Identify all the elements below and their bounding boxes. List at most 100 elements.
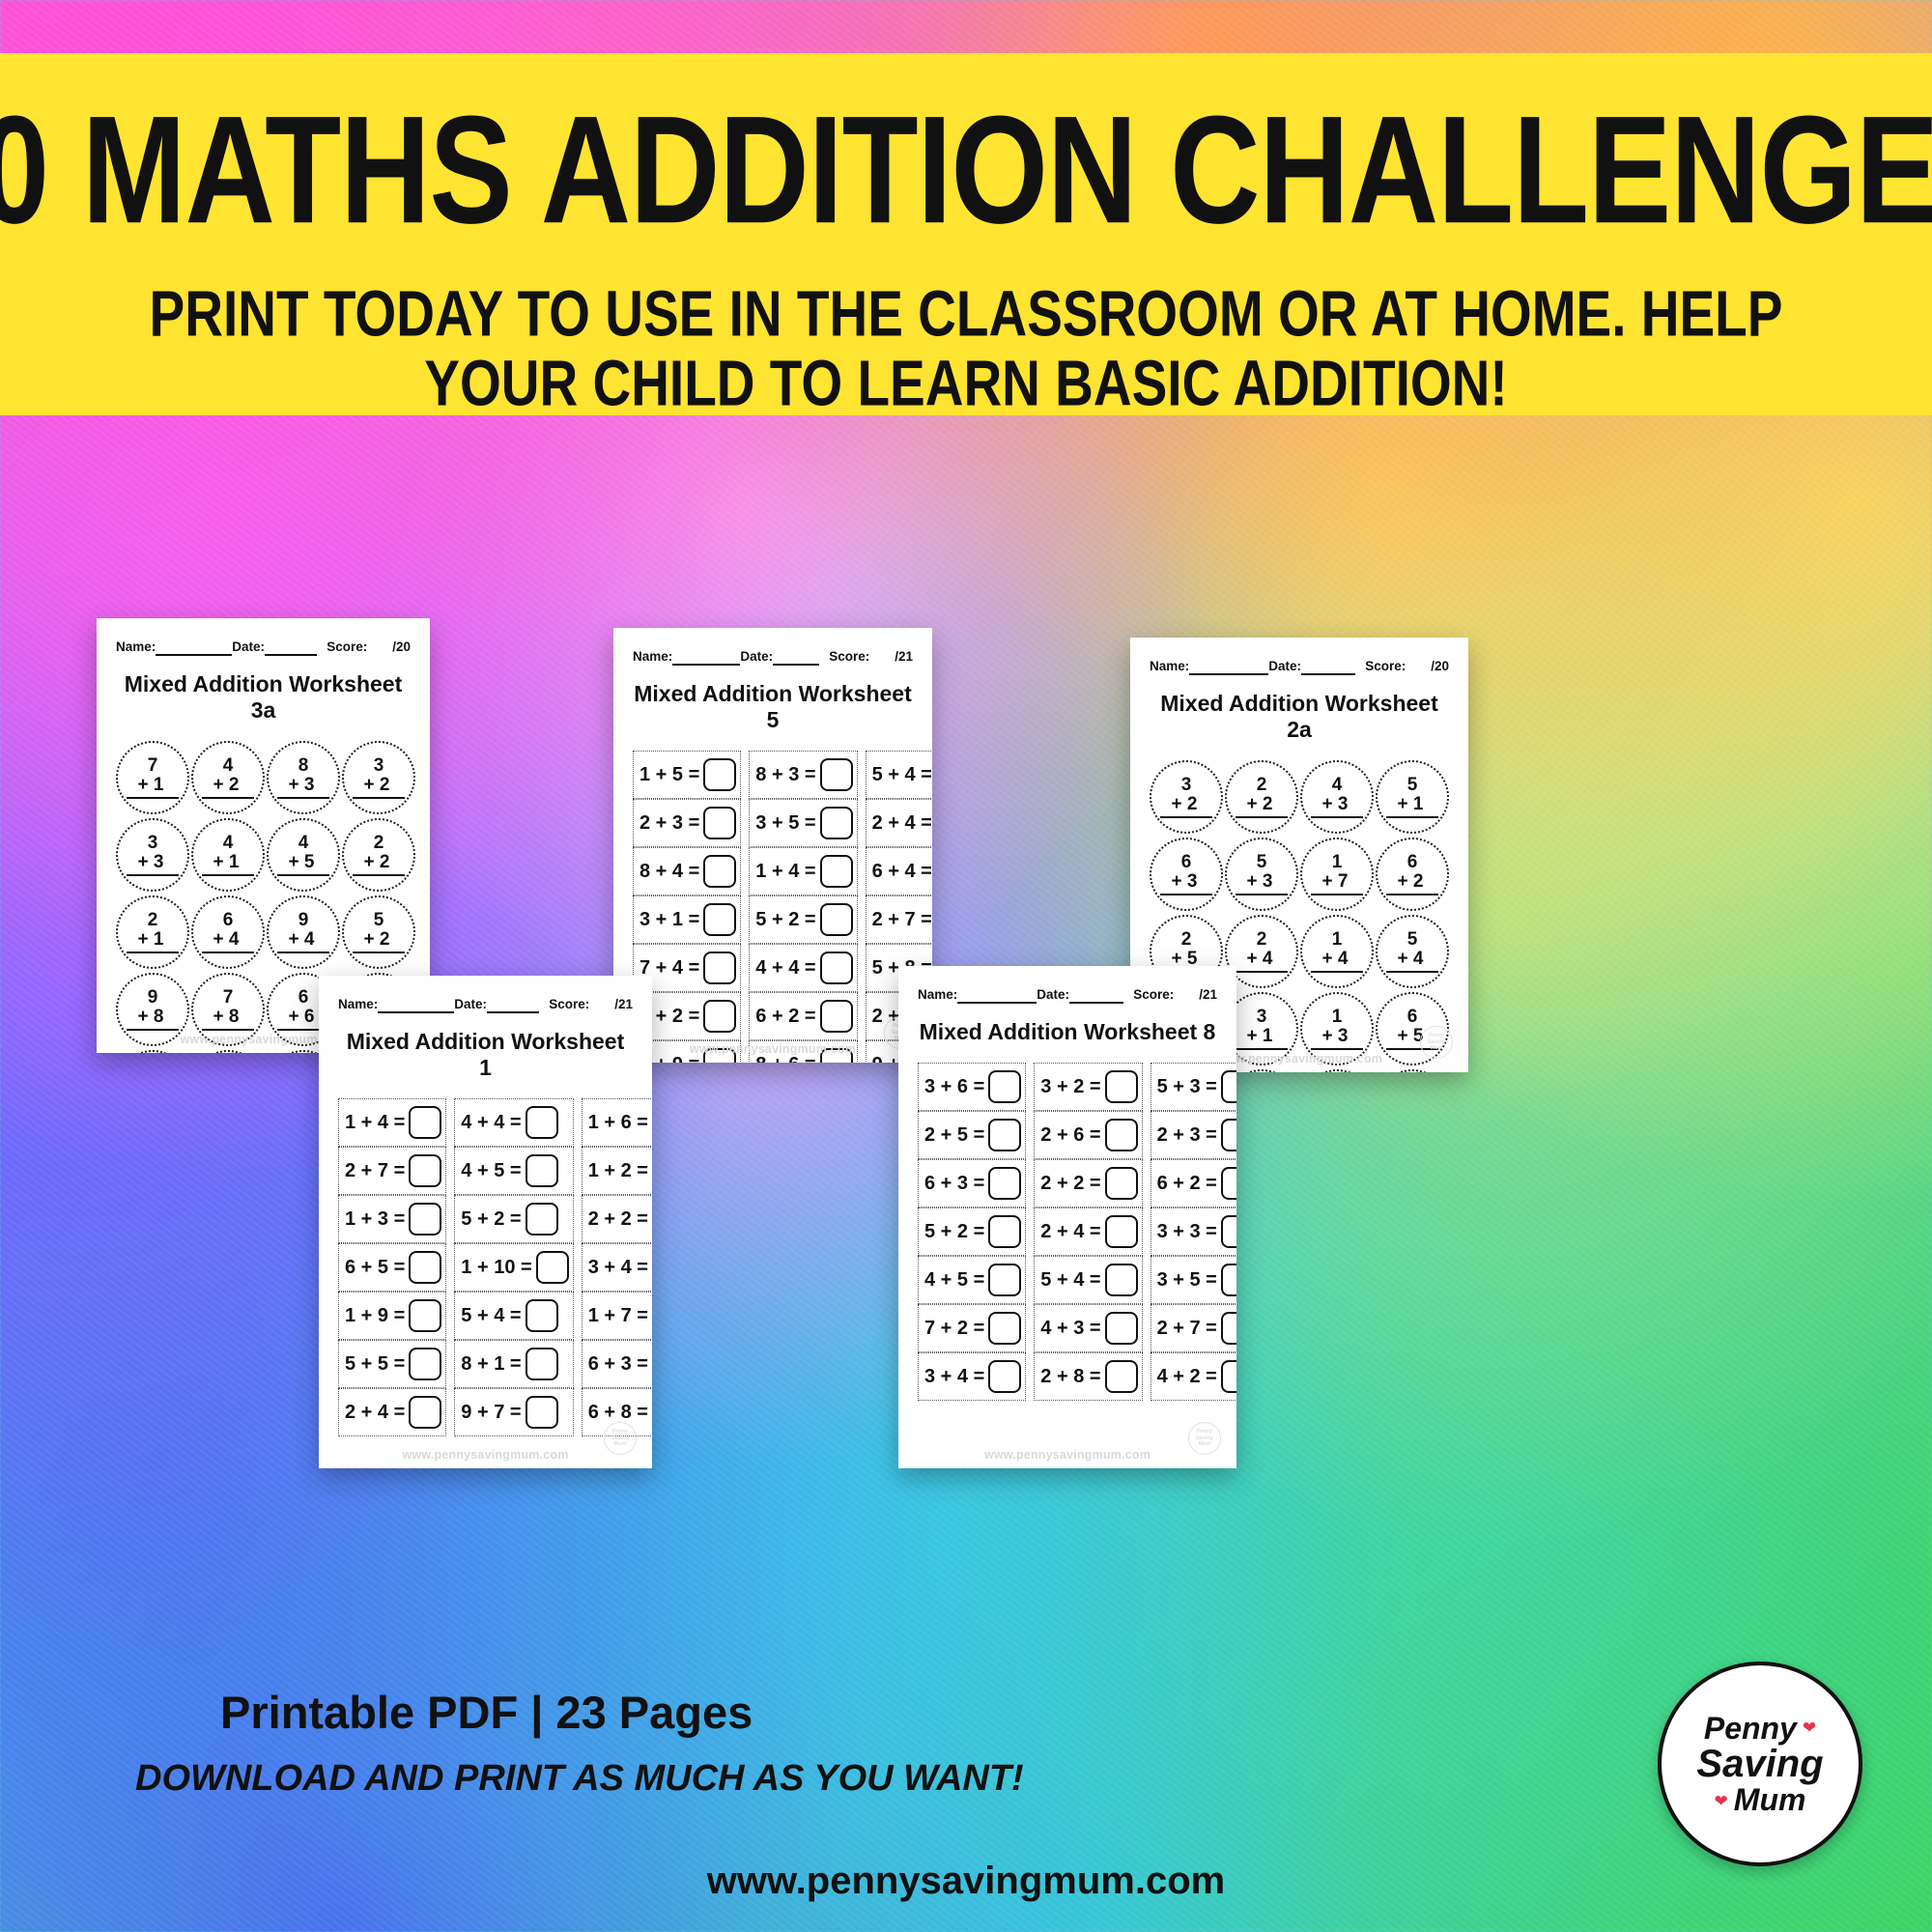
answer-box[interactable] [1220, 1215, 1236, 1248]
answer-box[interactable] [1220, 1264, 1236, 1296]
problem-row[interactable]: 3 + 6 = [918, 1063, 1027, 1111]
problem-row[interactable]: 4 + 2 = [1150, 1352, 1236, 1401]
answer-box[interactable] [409, 1154, 442, 1187]
answer-box[interactable] [988, 1360, 1022, 1393]
problem-circle[interactable]: 2 + 2 [342, 818, 415, 892]
answer-box[interactable] [1104, 1264, 1138, 1296]
problem-row[interactable]: 5 + 4 = [1034, 1256, 1143, 1304]
answer-box[interactable] [1220, 1119, 1236, 1151]
date-field[interactable] [487, 997, 540, 1013]
answer-box[interactable] [1220, 1360, 1236, 1393]
problem-circle[interactable]: 1 + 4 [1300, 915, 1374, 988]
problem-row[interactable]: 2 + 3 = [1150, 1111, 1236, 1159]
answer-box[interactable] [525, 1203, 558, 1236]
answer-box[interactable] [819, 952, 853, 984]
problem-circle[interactable]: 8+ 2 [116, 1050, 189, 1053]
problem-circle[interactable]: 8+ 2 [1300, 1069, 1374, 1072]
problem-row[interactable]: 1 + 5 = [633, 751, 742, 799]
problem-row[interactable]: 5 + 4 = [454, 1292, 574, 1340]
problem-row[interactable]: 1 + 4 = [338, 1098, 447, 1147]
problem-circle[interactable]: 4 + 2 [191, 741, 265, 814]
answer-box[interactable] [409, 1396, 442, 1429]
answer-box[interactable] [703, 855, 737, 888]
problem-row[interactable]: 7 + 2 = [918, 1304, 1027, 1352]
problem-circle[interactable]: 7 + 1 [116, 741, 189, 814]
answer-box[interactable] [1104, 1167, 1138, 1200]
answer-box[interactable] [525, 1348, 558, 1380]
date-field[interactable] [1301, 659, 1356, 675]
problem-row[interactable]: 3 + 2 = [1034, 1063, 1143, 1111]
answer-box[interactable] [703, 1048, 737, 1063]
answer-box[interactable] [409, 1348, 442, 1380]
answer-box[interactable] [525, 1396, 558, 1429]
problem-row[interactable]: 6 + 4 = [865, 847, 932, 895]
problem-row[interactable]: 4 + 5 = [454, 1147, 574, 1195]
problem-circle[interactable]: 6+ 7 [1376, 1069, 1449, 1072]
date-field[interactable] [773, 649, 820, 666]
problem-circle[interactable]: 5 + 3 [1225, 838, 1298, 911]
problem-row[interactable]: 3 + 3 = [1150, 1208, 1236, 1256]
name-field[interactable] [957, 987, 1037, 1004]
problem-circle[interactable]: 1+ 6 [191, 1050, 265, 1053]
problem-row[interactable]: 6 + 2 = [749, 992, 858, 1040]
problem-row[interactable]: 4 + 5 = [918, 1256, 1027, 1304]
answer-box[interactable] [1104, 1070, 1138, 1103]
problem-row[interactable]: 6 + 3 = [581, 1340, 652, 1388]
problem-circle[interactable]: 2 + 1 [116, 895, 189, 969]
problem-row[interactable]: 2 + 5 = [918, 1111, 1027, 1159]
answer-box[interactable] [525, 1154, 558, 1187]
problem-circle[interactable]: 8 + 3 [267, 741, 340, 814]
problem-row[interactable]: 2 + 7 = [338, 1147, 447, 1195]
problem-row[interactable]: 4 + 4 = [454, 1098, 574, 1147]
problem-row[interactable]: 8 + 6 = [749, 1040, 858, 1063]
problem-circle[interactable]: 5 + 1 [1376, 760, 1449, 834]
problem-row[interactable]: 8 + 4 = [633, 847, 742, 895]
problem-row[interactable]: 2 + 8 = [1034, 1352, 1143, 1401]
problem-row[interactable]: 3 + 5 = [749, 799, 858, 847]
name-field[interactable] [378, 997, 455, 1013]
problem-circle[interactable]: 6 + 3 [1150, 838, 1223, 911]
answer-box[interactable] [988, 1167, 1022, 1200]
problem-circle[interactable]: 1+ 3 [1300, 992, 1374, 1065]
answer-box[interactable] [819, 855, 853, 888]
problem-circle[interactable]: 3 + 2 [342, 741, 415, 814]
answer-box[interactable] [703, 758, 737, 791]
answer-box[interactable] [988, 1119, 1022, 1151]
problem-row[interactable]: 1 + 4 = [749, 847, 858, 895]
answer-box[interactable] [988, 1264, 1022, 1296]
problem-row[interactable]: 4 + 4 = [749, 944, 858, 992]
answer-box[interactable] [703, 952, 737, 984]
problem-row[interactable]: 2 + 4 = [1034, 1208, 1143, 1256]
answer-box[interactable] [819, 807, 853, 839]
problem-row[interactable]: 7 + 4 = [633, 944, 742, 992]
answer-box[interactable] [409, 1203, 442, 1236]
problem-row[interactable]: 5 + 2 = [749, 895, 858, 944]
problem-circle[interactable]: 9 + 4 [267, 895, 340, 969]
answer-box[interactable] [525, 1106, 558, 1139]
answer-box[interactable] [819, 758, 853, 791]
answer-box[interactable] [1220, 1312, 1236, 1345]
problem-row[interactable]: 1 + 6 = [581, 1098, 652, 1147]
problem-circle[interactable]: 6 + 6 [267, 973, 340, 1046]
problem-row[interactable]: 6 + 2 = [1150, 1159, 1236, 1208]
problem-circle[interactable]: 2 + 4 [1225, 915, 1298, 988]
problem-row[interactable]: 2 + 4 = [338, 1388, 447, 1436]
answer-box[interactable] [1104, 1215, 1138, 1248]
problem-circle[interactable]: 5 + 4 [1376, 915, 1449, 988]
problem-row[interactable]: 2 + 7 = [1150, 1304, 1236, 1352]
problem-row[interactable]: 3 + 4 = [581, 1243, 652, 1292]
problem-row[interactable]: 5 + 4 = [865, 751, 932, 799]
answer-box[interactable] [819, 1048, 853, 1063]
answer-box[interactable] [1104, 1119, 1138, 1151]
name-field[interactable] [1189, 659, 1269, 675]
problem-circle[interactable]: 3 + 3 [116, 818, 189, 892]
problem-row[interactable]: 1 + 3 = [338, 1195, 447, 1243]
problem-circle[interactable]: 3 + 2 [1150, 760, 1223, 834]
problem-row[interactable]: 2 + 2 = [581, 1195, 652, 1243]
answer-box[interactable] [409, 1251, 442, 1284]
problem-row[interactable]: 2 + 3 = [633, 799, 742, 847]
worksheet-preview-5[interactable]: Name: Date: Score: /21 Mixed Addition Work… [613, 628, 932, 1063]
problem-row[interactable]: 6 + 3 = [918, 1159, 1027, 1208]
problem-row[interactable]: 5 + 2 = [454, 1195, 574, 1243]
problem-circle[interactable]: 4+ 1 [191, 818, 265, 892]
